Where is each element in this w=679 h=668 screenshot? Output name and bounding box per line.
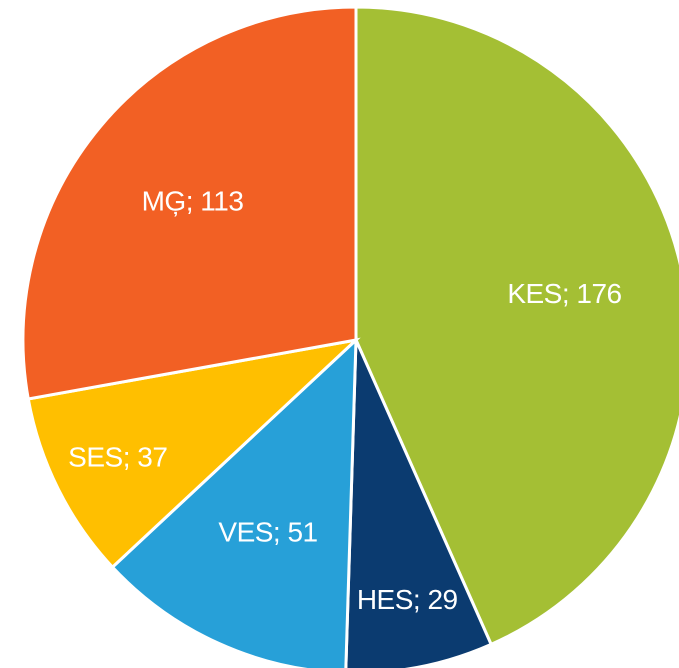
pie-slice	[110, 336, 358, 668]
pie-slice	[26, 337, 361, 570]
pie-slice	[354, 5, 679, 647]
data-label: HES; 29	[357, 584, 458, 615]
data-label: SES; 37	[68, 442, 167, 473]
data-label: MĢ; 113	[142, 186, 244, 217]
data-label: VES; 51	[218, 516, 317, 547]
pie-slice	[21, 5, 358, 401]
data-label: KES; 176	[507, 278, 621, 309]
pie-slice	[344, 339, 494, 668]
